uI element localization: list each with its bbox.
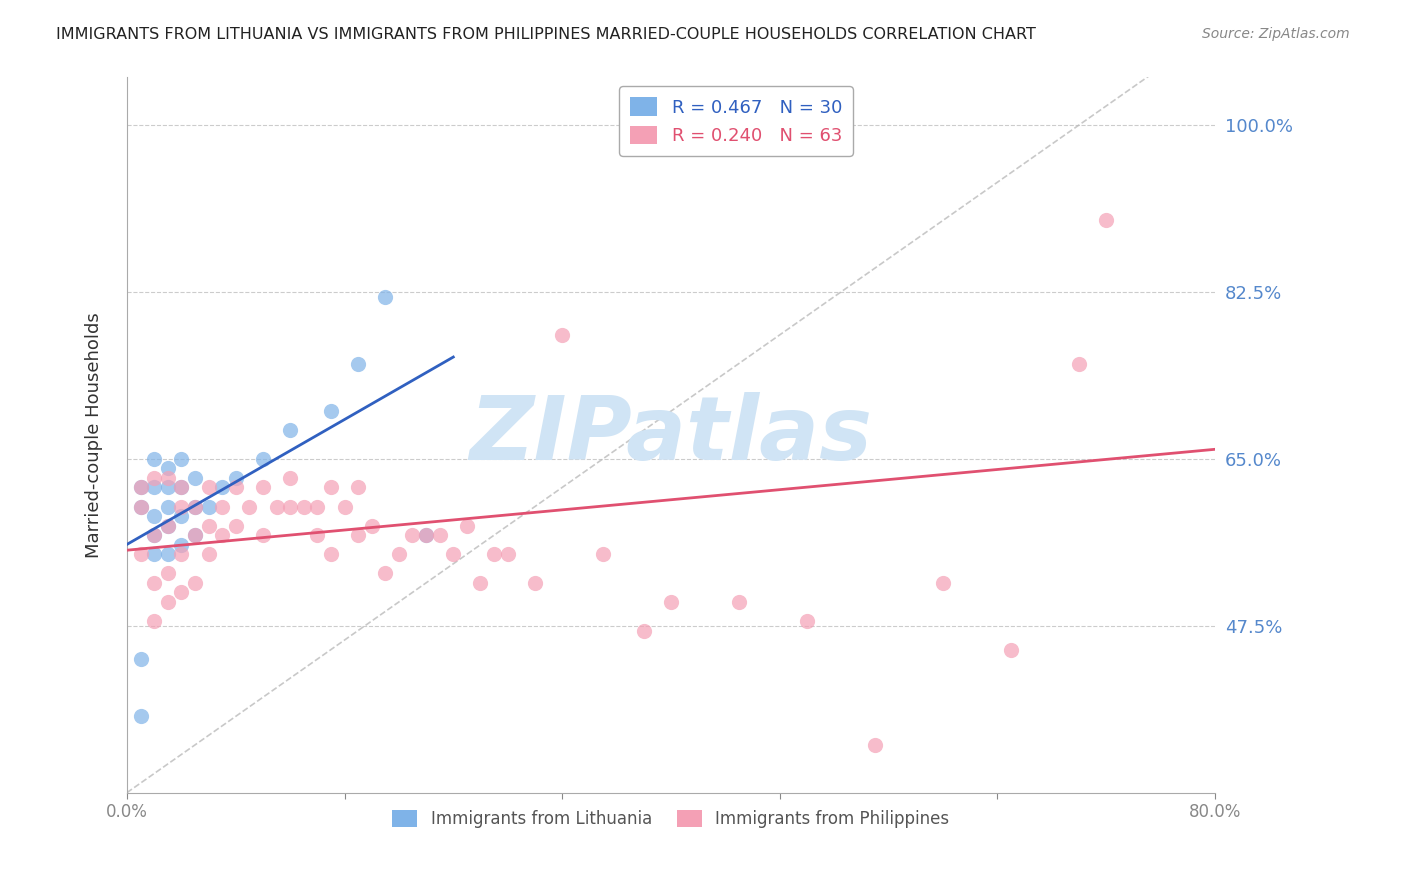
Point (225, 518, 247, 533)
Point (143, 614, 166, 628)
Point (456, 518, 478, 533)
Point (197, 481, 219, 495)
Point (347, 481, 370, 495)
Point (278, 500, 301, 514)
Point (156, 481, 179, 495)
Point (333, 500, 356, 514)
Point (129, 709, 152, 723)
Point (170, 538, 193, 552)
Point (482, 547, 505, 561)
Point (307, 500, 329, 514)
Point (225, 471, 247, 485)
Point (429, 528, 451, 542)
Point (388, 547, 411, 561)
Point (252, 528, 274, 542)
Point (266, 500, 288, 514)
Point (496, 547, 519, 561)
Point (156, 518, 179, 533)
Point (170, 481, 193, 495)
Text: ZIPatlas: ZIPatlas (470, 392, 872, 478)
Point (129, 500, 152, 514)
Point (374, 566, 396, 581)
Point (129, 481, 152, 495)
Point (211, 528, 233, 542)
Point (1095, 213, 1118, 227)
Point (197, 518, 219, 533)
Point (156, 500, 179, 514)
Point (659, 595, 682, 609)
Point (401, 528, 423, 542)
Point (170, 585, 193, 599)
Point (184, 500, 207, 514)
Point (523, 575, 546, 590)
Point (156, 471, 179, 485)
Point (225, 481, 247, 495)
Point (932, 575, 955, 590)
Point (184, 471, 207, 485)
Point (143, 528, 166, 542)
Point (211, 481, 233, 495)
Text: IMMIGRANTS FROM LITHUANIA VS IMMIGRANTS FROM PHILIPPINES MARRIED-COUPLE HOUSEHOL: IMMIGRANTS FROM LITHUANIA VS IMMIGRANTS … (56, 27, 1036, 42)
Point (184, 528, 207, 542)
Point (278, 423, 301, 437)
Point (170, 481, 193, 495)
Point (129, 652, 152, 666)
Text: Source: ZipAtlas.com: Source: ZipAtlas.com (1202, 27, 1350, 41)
Point (170, 451, 193, 466)
Point (156, 518, 179, 533)
Point (129, 500, 152, 514)
Point (307, 528, 329, 542)
Point (278, 471, 301, 485)
Point (197, 500, 219, 514)
Point (592, 547, 614, 561)
Point (170, 500, 193, 514)
Point (633, 624, 655, 638)
Point (184, 500, 207, 514)
Point (252, 481, 274, 495)
Point (156, 461, 179, 475)
Point (156, 566, 179, 581)
Point (415, 528, 437, 542)
Point (252, 451, 274, 466)
Point (143, 509, 166, 524)
Point (197, 547, 219, 561)
Point (292, 500, 315, 514)
Point (156, 595, 179, 609)
Point (170, 547, 193, 561)
Point (551, 327, 574, 342)
Point (211, 500, 233, 514)
Point (470, 575, 492, 590)
Point (143, 547, 166, 561)
Point (143, 575, 166, 590)
Point (238, 500, 260, 514)
Point (1067, 357, 1090, 371)
Point (129, 481, 152, 495)
Point (441, 547, 464, 561)
Point (143, 528, 166, 542)
Point (184, 575, 207, 590)
Point (184, 528, 207, 542)
Point (728, 595, 751, 609)
Point (796, 614, 818, 628)
Y-axis label: Married-couple Households: Married-couple Households (86, 312, 103, 558)
Point (415, 528, 437, 542)
Point (156, 547, 179, 561)
Point (863, 738, 886, 752)
Point (360, 518, 382, 533)
Point (319, 404, 342, 418)
Point (129, 547, 152, 561)
Point (170, 509, 193, 524)
Point (143, 481, 166, 495)
Legend: Immigrants from Lithuania, Immigrants from Philippines: Immigrants from Lithuania, Immigrants fr… (385, 803, 956, 834)
Point (143, 471, 166, 485)
Point (143, 451, 166, 466)
Point (347, 357, 370, 371)
Point (374, 290, 396, 304)
Point (1000, 642, 1022, 657)
Point (319, 547, 342, 561)
Point (319, 481, 342, 495)
Point (347, 528, 370, 542)
